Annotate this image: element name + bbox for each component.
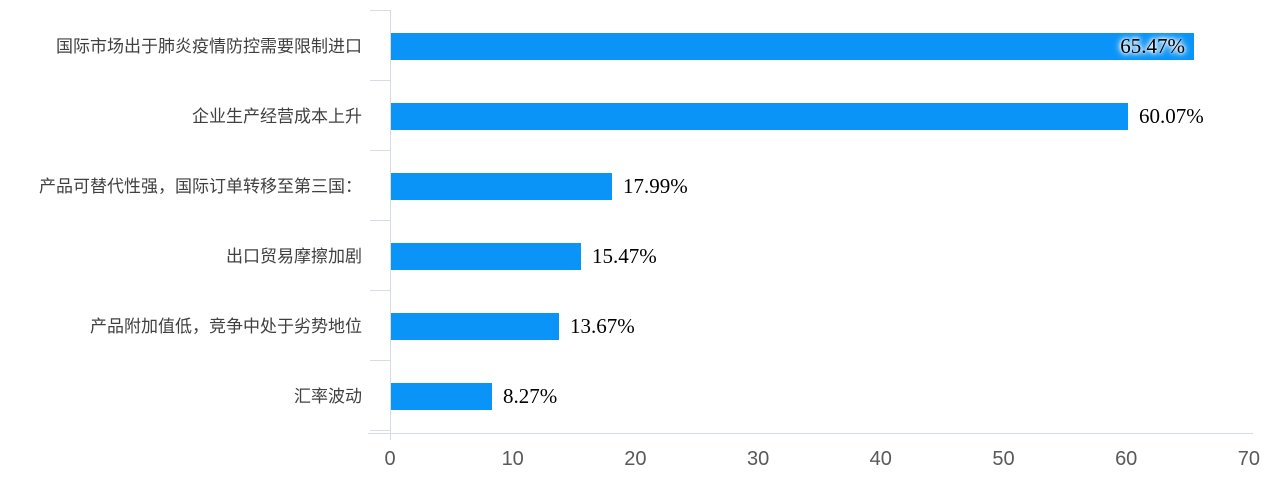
value-label: 17.99% (623, 174, 688, 198)
bar (391, 103, 1128, 130)
category-label: 产品附加值低，竞争中处于劣势地位 (90, 317, 362, 336)
x-axis-tick-label: 60 (1115, 448, 1138, 470)
value-label: 60.07% (1139, 104, 1204, 128)
category-axis-tick (370, 360, 390, 361)
category-axis-tick (370, 150, 390, 151)
y-axis-line (390, 10, 391, 440)
bar (391, 173, 612, 200)
value-label: 15.47% (592, 244, 657, 268)
x-axis-tick-label: 10 (501, 448, 524, 470)
x-axis-tick-label: 50 (992, 448, 1015, 470)
category-axis-tick (370, 80, 390, 81)
category-axis-tick (370, 10, 390, 11)
bar (391, 243, 581, 270)
x-axis-tick-label: 70 (1237, 448, 1261, 470)
x-axis-line (368, 433, 1253, 434)
value-label: 65.47% (1120, 34, 1185, 58)
category-label: 产品可替代性强，国际订单转移至第三国： (39, 177, 362, 196)
x-axis-tick-label: 20 (624, 448, 647, 470)
category-label: 国际市场出于肺炎疫情防控需要限制进口 (56, 37, 362, 56)
value-label: 8.27% (503, 384, 558, 408)
category-label: 企业生产经营成本上升 (192, 107, 362, 126)
category-axis-tick (370, 290, 390, 291)
bar (391, 33, 1194, 60)
bar (391, 313, 559, 340)
x-axis-tick-label: 0 (384, 448, 396, 470)
category-axis-tick (370, 220, 390, 221)
x-axis-tick-label: 40 (869, 448, 892, 470)
x-axis-tick-label: 30 (746, 448, 770, 470)
category-label: 汇率波动 (294, 387, 362, 406)
bar (391, 383, 492, 410)
category-axis-tick (370, 430, 390, 431)
value-label: 13.67% (570, 314, 635, 338)
category-label: 出口贸易摩擦加剧 (226, 247, 362, 266)
